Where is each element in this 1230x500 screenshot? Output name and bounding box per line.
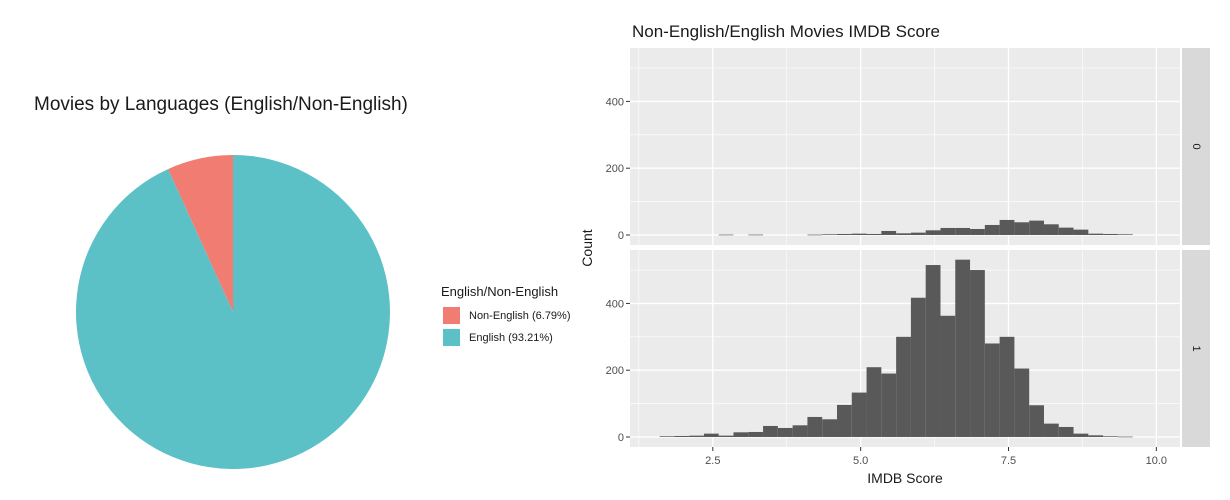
histogram-bar	[1043, 224, 1059, 235]
x-tick-label: 5.0	[853, 455, 868, 467]
legend-swatch-non-english	[443, 307, 460, 324]
facet-strip	[1182, 48, 1210, 245]
histogram-bar	[792, 425, 808, 437]
histogram-bar	[733, 432, 749, 437]
legend-swatch-english	[443, 329, 460, 346]
facet-panel-1: 0 200 400 1	[606, 250, 1210, 447]
histogram-bar	[822, 234, 837, 235]
histogram-bar	[659, 436, 675, 437]
histogram-bar	[777, 427, 793, 437]
y-tick-label: 0	[618, 432, 624, 444]
histogram-bar	[955, 227, 971, 235]
x-tick-label: 2.5	[705, 455, 720, 467]
legend-label-english: English (93.21%)	[469, 331, 553, 344]
histogram-chart: 0 200 400 0 0 200 400 1 2.5 5.0 7.5 10.0 IMDB Score C…	[579, 48, 1210, 486]
legend-item-non-english: Non-English (6.79%)	[443, 307, 571, 324]
histogram-bar	[703, 433, 719, 437]
pie-slice-non-english	[168, 155, 233, 312]
histogram-bar	[718, 234, 734, 236]
histogram-bar	[836, 233, 852, 235]
histogram-bar	[925, 230, 941, 235]
facet-strip-label: 0	[1190, 143, 1202, 149]
histogram-bar	[763, 425, 778, 437]
facet-panel-0: 0 200 400 0	[606, 48, 1210, 245]
histogram-bar	[1014, 368, 1030, 437]
histogram-bar	[866, 233, 882, 235]
histogram-bar	[970, 228, 985, 235]
panel-background	[630, 48, 1180, 245]
y-tick-label: 400	[606, 298, 624, 310]
histogram-bar	[984, 224, 1000, 235]
histogram-bar	[896, 233, 911, 235]
histogram-bar	[881, 373, 897, 437]
histogram-bar	[689, 435, 704, 437]
histogram-bar	[748, 431, 764, 437]
histogram-bar	[970, 270, 985, 437]
pie-chart-title: Movies by Languages (English/Non-English…	[34, 94, 408, 115]
histogram-bar	[1103, 436, 1118, 437]
histogram-bar	[674, 435, 690, 437]
histogram-bar	[896, 336, 911, 437]
histogram-bar	[807, 416, 823, 437]
histogram-bar	[1117, 436, 1133, 438]
pie-slice-english	[75, 155, 390, 470]
y-axis-label: Count	[579, 229, 595, 266]
histogram-bar	[940, 315, 956, 437]
legend-item-english: English (93.21%)	[443, 329, 553, 346]
histogram-bar	[1058, 227, 1074, 235]
histogram-bar	[1117, 234, 1133, 235]
pie-chart	[75, 155, 390, 470]
histogram-bar	[822, 419, 837, 437]
histogram-bar	[910, 232, 926, 235]
histogram-bar	[984, 343, 1000, 437]
histogram-bar	[851, 392, 867, 437]
histogram-bar	[881, 230, 897, 235]
histogram-bar	[910, 297, 926, 437]
histogram-bar	[807, 234, 823, 236]
legend-title: English/Non-English	[441, 284, 559, 299]
histogram-bar	[1043, 423, 1059, 437]
histogram-bar	[1073, 433, 1089, 437]
histogram-bar	[955, 259, 971, 437]
histogram-bar	[1088, 233, 1104, 235]
facet-strip	[1182, 250, 1210, 447]
x-tick-label: 7.5	[1001, 455, 1016, 467]
histogram-bar	[836, 404, 852, 437]
facet-strip-label: 1	[1190, 345, 1202, 351]
y-tick-label: 400	[606, 96, 624, 108]
histogram-bar	[1014, 222, 1030, 235]
histogram-bar	[866, 367, 882, 437]
histogram-title: Non-English/English Movies IMDB Score	[632, 22, 941, 41]
histogram-bar	[851, 233, 867, 235]
x-tick-label: 10.0	[1146, 455, 1167, 467]
histogram-bar	[718, 435, 734, 437]
histogram-bar	[1073, 229, 1089, 235]
histogram-bar	[1058, 426, 1074, 437]
histogram-bar	[1029, 405, 1044, 437]
histogram-bar	[940, 227, 956, 235]
y-tick-label: 200	[606, 365, 624, 377]
histogram-bar	[1029, 220, 1044, 235]
legend-label-non-english: Non-English (6.79%)	[469, 309, 571, 322]
histogram-bar	[1103, 233, 1118, 235]
x-axis-label: IMDB Score	[867, 470, 943, 486]
histogram-bar	[1088, 435, 1104, 437]
histogram-bar	[748, 234, 764, 236]
histogram-bar	[999, 336, 1015, 437]
histogram-bar	[999, 219, 1015, 235]
y-tick-label: 200	[606, 163, 624, 175]
histogram-bar	[925, 265, 941, 437]
y-tick-label: 0	[618, 230, 624, 242]
